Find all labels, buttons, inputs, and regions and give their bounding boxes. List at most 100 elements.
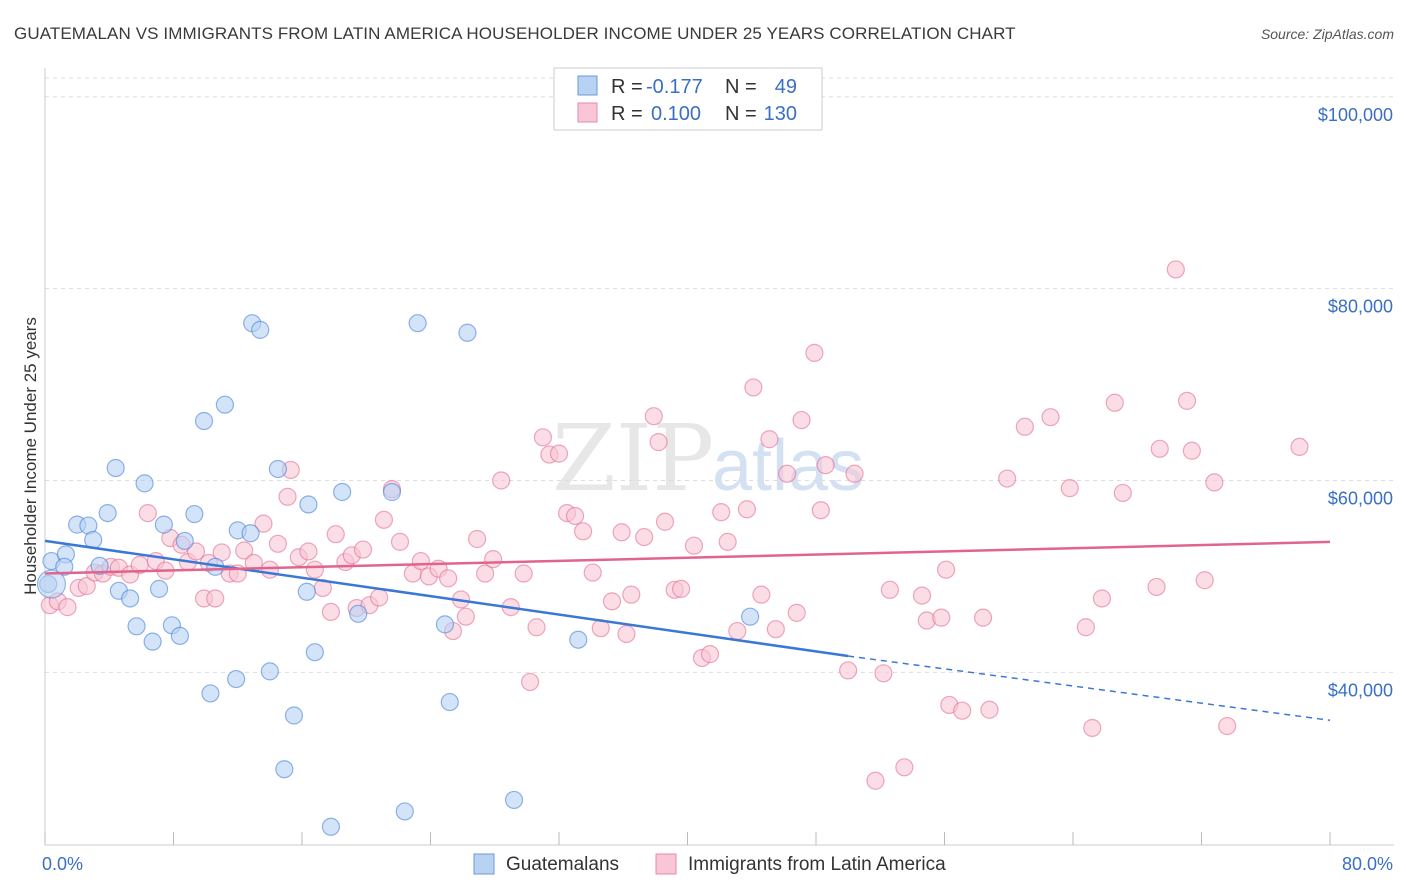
immigrant-point	[728, 621, 747, 641]
legend-r-value-1: -0.177	[646, 76, 703, 98]
bottom-legend-label-guatemalans: Guatemalans	[506, 854, 619, 875]
guatemalan-point	[251, 320, 270, 339]
immigrant-point	[1041, 408, 1060, 427]
immigrant-point	[655, 512, 675, 531]
guatemalan-point	[55, 557, 74, 576]
x-tick-label-max: 80.0%	[1342, 854, 1393, 874]
immigrant-point	[58, 598, 77, 617]
chart-title: GUATEMALAN VS IMMIGRANTS FROM LATIN AMER…	[14, 24, 1016, 43]
bottom-legend-swatch-immigrants	[655, 853, 677, 875]
x-axis-ticks	[44, 832, 1331, 845]
immigrant-point	[700, 645, 720, 664]
immigrant-point	[299, 542, 318, 561]
immigrant-point	[514, 564, 533, 583]
legend-n-label-2: N =	[725, 103, 757, 125]
immigrant-point	[321, 602, 341, 622]
immigrant-point	[973, 608, 993, 627]
immigrant-point	[520, 672, 540, 692]
immigrant-point	[583, 563, 602, 582]
guatemalan-point	[143, 632, 162, 651]
immigrants-trend-line	[44, 540, 1331, 575]
guatemalan-point	[275, 760, 294, 779]
immigrant-point	[953, 701, 972, 720]
immigrant-point	[718, 532, 737, 551]
immigrant-point	[787, 603, 806, 622]
correlation-legend: R = -0.177 N = 49 R = 0.100 N = 130	[553, 67, 823, 131]
legend-n-value-1: 49	[775, 76, 797, 98]
immigrant-point	[895, 758, 914, 777]
y-tick-label: $60,000	[1328, 488, 1393, 508]
immigrant-point	[712, 503, 731, 522]
immigrant-point	[1290, 437, 1309, 457]
immigrant-point	[77, 576, 96, 596]
x-tick-label-min: 0.0%	[42, 854, 83, 874]
guatemalan-point	[98, 503, 117, 523]
immigrant-point	[880, 580, 899, 599]
immigrant-point	[484, 550, 503, 569]
guatemalan-point	[185, 504, 204, 524]
guatemalan-point	[299, 495, 318, 514]
y-axis-label: Householder Income Under 25 years	[21, 317, 40, 595]
immigrant-point	[1147, 577, 1166, 597]
immigrant-point	[1166, 260, 1185, 279]
gridlines	[45, 77, 1394, 673]
guatemalan-point	[170, 626, 190, 645]
guatemalan-point	[297, 582, 316, 601]
immigrant-point	[912, 586, 932, 605]
immigrant-point	[467, 529, 487, 549]
trend-lines	[44, 539, 1331, 722]
immigrant-point	[533, 428, 553, 447]
guatemalan-point	[36, 569, 67, 599]
guatemalan-point	[90, 556, 109, 575]
guatemalan-point	[458, 323, 477, 342]
immigrant-point	[206, 589, 225, 608]
immigrant-point	[617, 624, 636, 644]
immigrant-point	[411, 551, 430, 571]
immigrant-point	[138, 503, 157, 523]
immigrant-point	[1195, 571, 1214, 590]
immigrant-point	[278, 487, 297, 506]
immigrant-point	[1113, 483, 1132, 503]
guatemalans-trend-line	[44, 539, 849, 658]
immigrant-point	[565, 506, 585, 526]
guatemalan-point	[260, 662, 279, 681]
guatemalan-point	[268, 459, 288, 479]
y-axis-tick-labels: $40,000 $60,000 $80,000 $100,000	[1318, 105, 1393, 701]
bottom-legend-label-immigrants: Immigrants from Latin America	[688, 854, 946, 875]
guatemalan-point	[569, 630, 588, 649]
immigrant-point	[456, 607, 475, 626]
immigrant-point	[649, 433, 668, 452]
immigrant-point	[305, 560, 324, 579]
guatemalans-trend-extension	[848, 655, 1331, 722]
immigrant-point	[805, 343, 824, 362]
legend-r-label-1: R =	[611, 76, 643, 98]
immigrant-point	[866, 771, 885, 790]
immigrant-point	[439, 569, 458, 588]
immigrant-point	[476, 564, 495, 583]
immigrant-point	[390, 532, 410, 551]
immigrant-point	[937, 560, 956, 579]
watermark: ZIP atlas	[552, 405, 864, 512]
legend-swatch-immigrants	[577, 102, 598, 123]
guatemalan-point	[333, 482, 352, 502]
guatemalan-point	[201, 684, 220, 703]
chart-source: Source: ZipAtlas.com	[1261, 26, 1394, 42]
immigrant-point	[326, 525, 345, 544]
immigrant-point	[186, 542, 206, 561]
guatemalan-point	[135, 474, 154, 493]
immigrant-point	[1015, 417, 1034, 436]
immigrant-point	[777, 464, 797, 483]
immigrant-point	[684, 536, 704, 555]
guatemalan-point	[154, 515, 173, 534]
immigrant-point	[1076, 618, 1095, 637]
immigrant-point	[549, 444, 569, 463]
guatemalan-point	[741, 607, 760, 626]
immigrant-point	[1218, 716, 1237, 736]
y-tick-label: $100,000	[1318, 105, 1393, 125]
immigrant-point	[1205, 473, 1224, 492]
guatemalan-point	[395, 802, 414, 821]
legend-box	[553, 67, 823, 131]
guatemalan-point	[435, 615, 455, 634]
immigrant-point	[839, 661, 858, 680]
